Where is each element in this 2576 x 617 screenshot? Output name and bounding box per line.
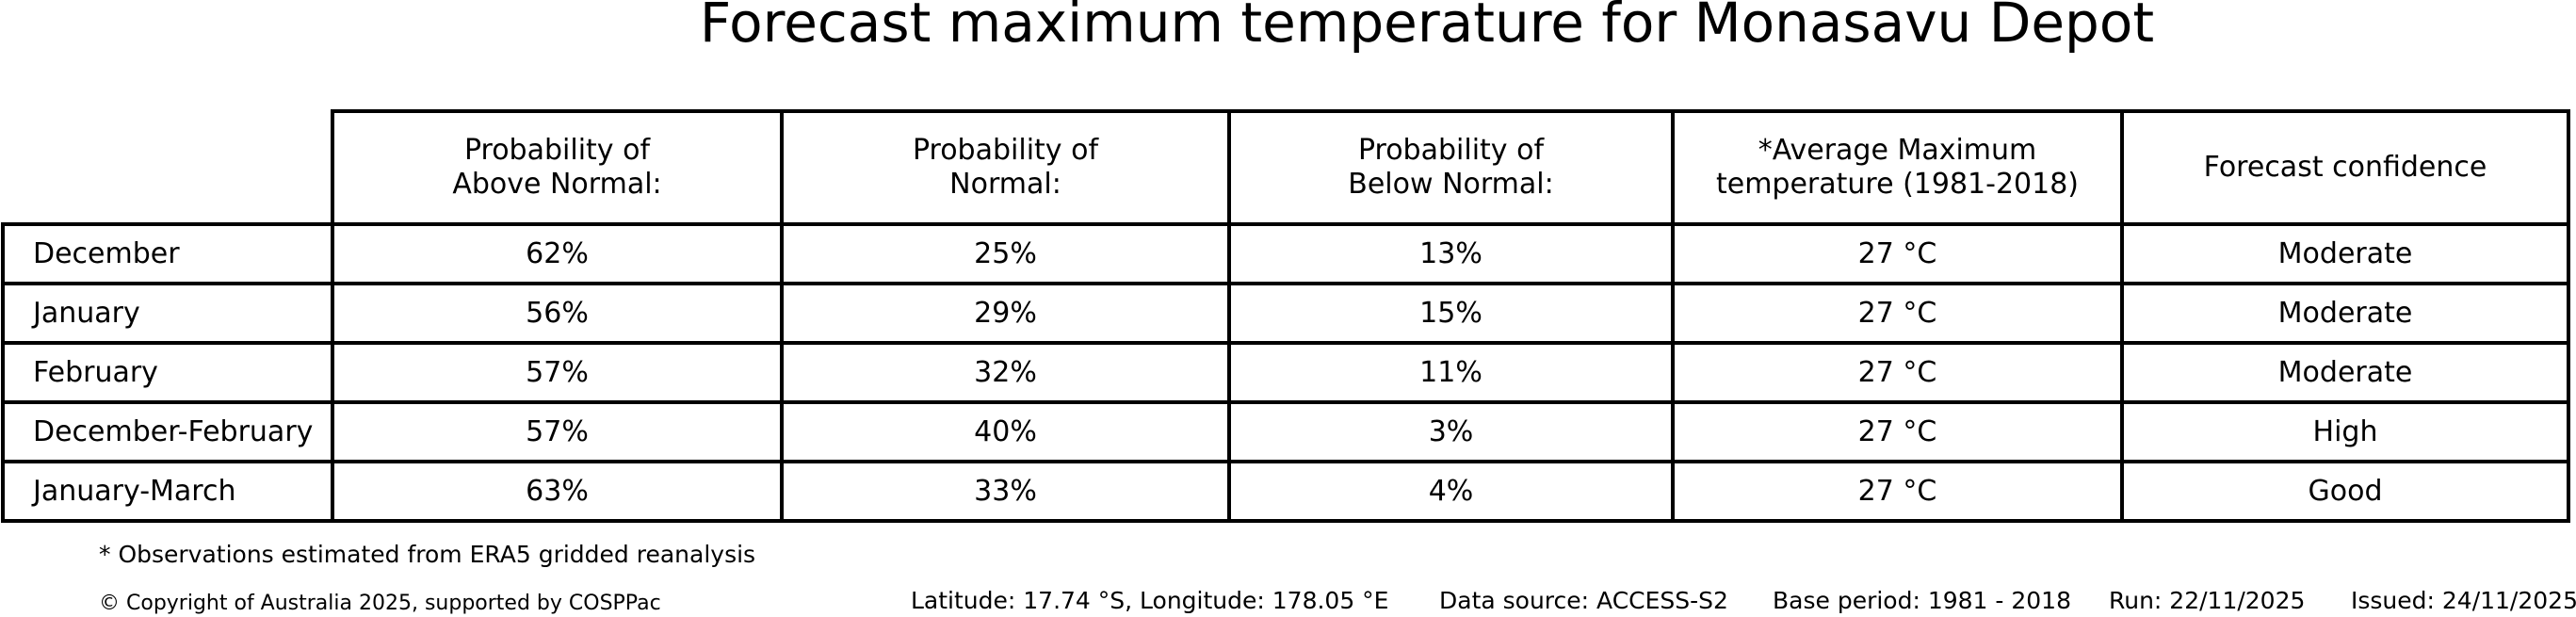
table-cell: 62% — [332, 224, 782, 284]
table-cell: Good — [2122, 462, 2568, 521]
col-header-line: Forecast confidence — [2203, 151, 2487, 184]
table-cell: 4% — [1229, 462, 1673, 521]
table-cell: 32% — [782, 343, 1229, 402]
row-label: February — [3, 343, 332, 402]
table-cell: Moderate — [2122, 224, 2568, 284]
table-cell: 27 °C — [1673, 343, 2122, 402]
table-cell: 29% — [782, 284, 1229, 343]
table-cell: 13% — [1229, 224, 1673, 284]
location-text: Latitude: 17.74 °S, Longitude: 178.05 °E — [911, 587, 1389, 614]
issued-date-text: Issued: 24/11/2025 — [2351, 587, 2576, 614]
col-header-line: Above Normal: — [452, 168, 662, 201]
data-source-text: Data source: ACCESS-S2 — [1439, 587, 1728, 614]
table-cell: 27 °C — [1673, 402, 2122, 462]
col-header-line: *Average Maximum — [1758, 134, 2037, 167]
row-label: December — [3, 224, 332, 284]
col-header-forecast-confidence: Forecast confidence — [2122, 111, 2568, 224]
footnote-text: * Observations estimated from ERA5 gridd… — [99, 541, 756, 568]
table-cell: High — [2122, 402, 2568, 462]
run-date-text: Run: 22/11/2025 — [2109, 587, 2306, 614]
table-cell: 25% — [782, 224, 1229, 284]
col-header-line: Probability of — [1357, 134, 1545, 167]
forecast-table-body: December 62% 25% 13% 27 °C Moderate January 56%… — [1, 222, 2570, 523]
col-header-normal: Probability of Normal: — [782, 111, 1229, 224]
col-header-line: Normal: — [949, 168, 1061, 201]
col-header-below-normal: Probability of Below Normal: — [1229, 111, 1673, 224]
table-cell: Moderate — [2122, 343, 2568, 402]
table-cell: 63% — [332, 462, 782, 521]
table-cell: 27 °C — [1673, 224, 2122, 284]
col-header-line: temperature (1981-2018) — [1715, 168, 2080, 201]
table-cell: Moderate — [2122, 284, 2568, 343]
row-label: December-February — [3, 402, 332, 462]
table-cell: 3% — [1229, 402, 1673, 462]
col-header-average-max-temp: *Average Maximum temperature (1981-2018) — [1673, 111, 2122, 224]
row-label: January — [3, 284, 332, 343]
table-cell: 11% — [1229, 343, 1673, 402]
base-period-text: Base period: 1981 - 2018 — [1773, 587, 2071, 614]
table-cell: 57% — [332, 402, 782, 462]
page-title: Forecast maximum temperature for Monasav… — [699, 0, 2155, 55]
table-cell: 57% — [332, 343, 782, 402]
table-cell: 40% — [782, 402, 1229, 462]
col-header-line: Probability of — [463, 134, 651, 167]
table-cell: 27 °C — [1673, 284, 2122, 343]
col-header-line: Below Normal: — [1348, 168, 1554, 201]
table-cell: 33% — [782, 462, 1229, 521]
table-cell: 27 °C — [1673, 462, 2122, 521]
table-header-row: Probability of Above Normal: Probability… — [331, 109, 2570, 226]
col-header-line: Probability of — [912, 134, 1099, 167]
table-cell: 15% — [1229, 284, 1673, 343]
table-cell: 56% — [332, 284, 782, 343]
copyright-text: © Copyright of Australia 2025, supported… — [99, 592, 661, 615]
col-header-above-normal: Probability of Above Normal: — [332, 111, 782, 224]
row-label: January-March — [3, 462, 332, 521]
